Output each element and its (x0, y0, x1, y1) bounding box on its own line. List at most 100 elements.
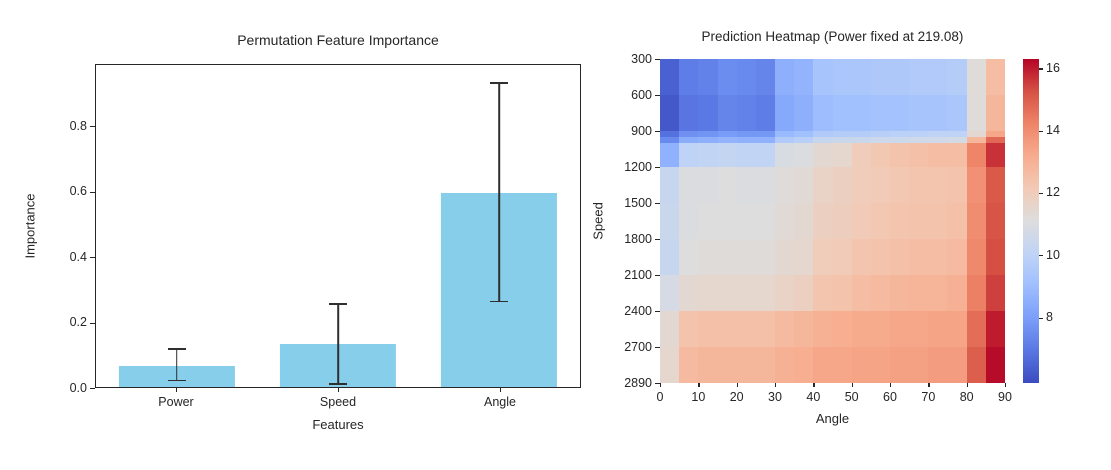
heatmap-cell (717, 59, 738, 96)
heatmap-cell (717, 94, 738, 132)
heatmap-cell (851, 166, 872, 204)
heatmap-cell (928, 166, 948, 204)
heatmap-cell (870, 166, 891, 204)
colorbar-tick-label: 16 (1046, 60, 1060, 75)
x-tick-mark (775, 383, 777, 387)
colorbar-tick-mark (1039, 192, 1043, 195)
heatmap-cell (890, 239, 910, 276)
heatmap-cell (890, 275, 910, 312)
heatmap-cell (660, 136, 680, 144)
y-tick-mark (655, 131, 660, 133)
error-bar-line (337, 304, 339, 386)
heatmap-cell (851, 347, 872, 383)
heatmap-cell (947, 166, 968, 204)
heatmap-cell (890, 136, 910, 144)
heatmap-cell (794, 347, 814, 383)
x-tick-label: 40 (806, 390, 821, 404)
heatmap-cell (736, 311, 757, 348)
heatmap-cell (928, 142, 948, 168)
y-tick-mark (655, 347, 660, 349)
heatmap-cell (985, 59, 1005, 96)
heatmap-cell (755, 130, 776, 138)
heatmap-cell (928, 59, 948, 96)
heatmap-cell (832, 136, 853, 144)
bar-chart-plot-area (95, 64, 581, 388)
heatmap-cell (928, 94, 948, 132)
heatmap-cell (679, 166, 699, 204)
heatmap-cell (928, 136, 948, 144)
heatmap-cell (774, 347, 795, 383)
heatmap-cell (851, 275, 872, 312)
heatmap-cell (985, 311, 1005, 348)
heatmap-cell (794, 142, 814, 168)
heatmap-cell (698, 142, 718, 168)
heatmap-cell (679, 130, 699, 138)
y-tick-label: 2890 (624, 375, 652, 390)
heatmap-cell (698, 166, 718, 204)
x-tick-label: 90 (998, 390, 1012, 404)
heatmap-cell (909, 94, 929, 132)
heatmap-cell (947, 130, 968, 138)
x-tick-label: 60 (883, 390, 897, 404)
heatmap-cell (660, 130, 680, 138)
heatmap-cell (947, 239, 968, 276)
heatmap-cell (985, 130, 1005, 138)
y-tick-label: 600 (631, 87, 652, 102)
heatmap-cell (794, 130, 814, 138)
heatmap-cell (870, 239, 891, 276)
heatmap-cell (947, 142, 968, 168)
heatmap-cell (909, 130, 929, 138)
colorbar-tick-label: 12 (1046, 185, 1060, 200)
bar-chart-xlabel: Features (312, 417, 364, 432)
heatmap-cell (890, 59, 910, 96)
heatmap-cell (717, 136, 738, 144)
heatmap-cell (928, 275, 948, 312)
heatmap-cell (890, 311, 910, 348)
heatmap-cell (832, 142, 853, 168)
heatmap-cell (736, 239, 757, 276)
heatmap-cell (832, 59, 853, 96)
heatmap-cell (717, 311, 738, 348)
y-tick-label: 1800 (624, 231, 652, 246)
heatmap-cell (717, 202, 738, 240)
heatmap-cell (794, 59, 814, 96)
heatmap-cell (679, 59, 699, 96)
heatmap-cell (774, 166, 795, 204)
heatmap-cell (832, 130, 853, 138)
heatmap-cell (870, 142, 891, 168)
heatmap-cell (832, 311, 853, 348)
heatmap-cell (966, 94, 987, 132)
y-tick-mark (90, 191, 95, 193)
x-tick-mark (1005, 383, 1007, 387)
x-tick-label: 70 (921, 390, 936, 404)
error-bar-cap (167, 379, 186, 382)
heatmap-cell (755, 202, 776, 240)
heatmap-cell (736, 347, 757, 383)
x-tick-mark (176, 388, 178, 392)
heatmap-cell (813, 275, 833, 312)
heatmap-cell (660, 311, 680, 348)
heatmap-cell (774, 142, 795, 168)
y-tick-mark (90, 388, 95, 390)
y-tick-mark (655, 239, 660, 241)
heatmap-cell (755, 166, 776, 204)
error-bar-line (498, 83, 501, 303)
heatmap-cell (660, 347, 680, 383)
heatmap-cell (947, 59, 968, 96)
heatmap-cell (851, 311, 872, 348)
heatmap-cell (698, 94, 718, 132)
x-tick-mark (736, 383, 738, 387)
heatmap-cell (755, 59, 776, 96)
heatmap-cell (774, 202, 795, 240)
heatmap-cell (794, 275, 814, 312)
heatmap-cell (947, 347, 968, 383)
heatmap-cell (774, 311, 795, 348)
y-tick-mark (655, 311, 660, 313)
x-tick-mark (890, 383, 892, 387)
heatmap-cell (966, 130, 987, 138)
heatmap-cell (679, 142, 699, 168)
y-tick-label: 0.2 (69, 315, 87, 330)
y-tick-mark (90, 126, 95, 128)
x-tick-label: 20 (729, 390, 744, 404)
heatmap-cell (717, 239, 738, 276)
